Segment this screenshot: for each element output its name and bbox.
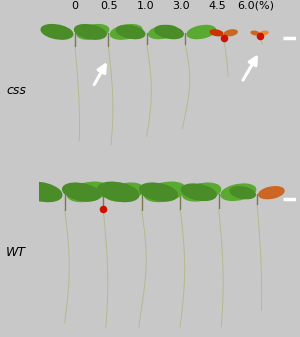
Text: css: css xyxy=(6,85,26,97)
Ellipse shape xyxy=(155,26,183,38)
Ellipse shape xyxy=(140,183,178,201)
Point xyxy=(257,34,262,39)
Ellipse shape xyxy=(187,26,216,38)
Ellipse shape xyxy=(74,25,106,39)
Ellipse shape xyxy=(21,182,62,202)
Text: WT: WT xyxy=(6,246,26,259)
Ellipse shape xyxy=(182,184,216,201)
Ellipse shape xyxy=(259,187,284,198)
Ellipse shape xyxy=(144,182,185,202)
Text: 6.0(%): 6.0(%) xyxy=(237,1,274,11)
Ellipse shape xyxy=(183,183,220,201)
Ellipse shape xyxy=(98,182,139,202)
Text: 4.5: 4.5 xyxy=(208,1,226,11)
Text: 1.0: 1.0 xyxy=(136,1,154,11)
Ellipse shape xyxy=(224,30,237,36)
Ellipse shape xyxy=(210,30,223,36)
Ellipse shape xyxy=(149,26,177,38)
Ellipse shape xyxy=(260,31,268,35)
Point xyxy=(101,206,106,212)
Ellipse shape xyxy=(110,25,142,39)
Text: 0: 0 xyxy=(71,1,78,11)
Ellipse shape xyxy=(251,31,259,35)
Ellipse shape xyxy=(116,26,145,38)
Ellipse shape xyxy=(77,25,109,39)
Ellipse shape xyxy=(221,184,256,201)
Ellipse shape xyxy=(63,183,100,201)
Ellipse shape xyxy=(230,187,255,198)
Ellipse shape xyxy=(106,183,144,201)
Ellipse shape xyxy=(41,25,73,39)
Text: 3.0: 3.0 xyxy=(172,1,190,11)
Ellipse shape xyxy=(68,182,109,202)
Text: 0.5: 0.5 xyxy=(101,1,119,11)
Point xyxy=(221,36,226,41)
